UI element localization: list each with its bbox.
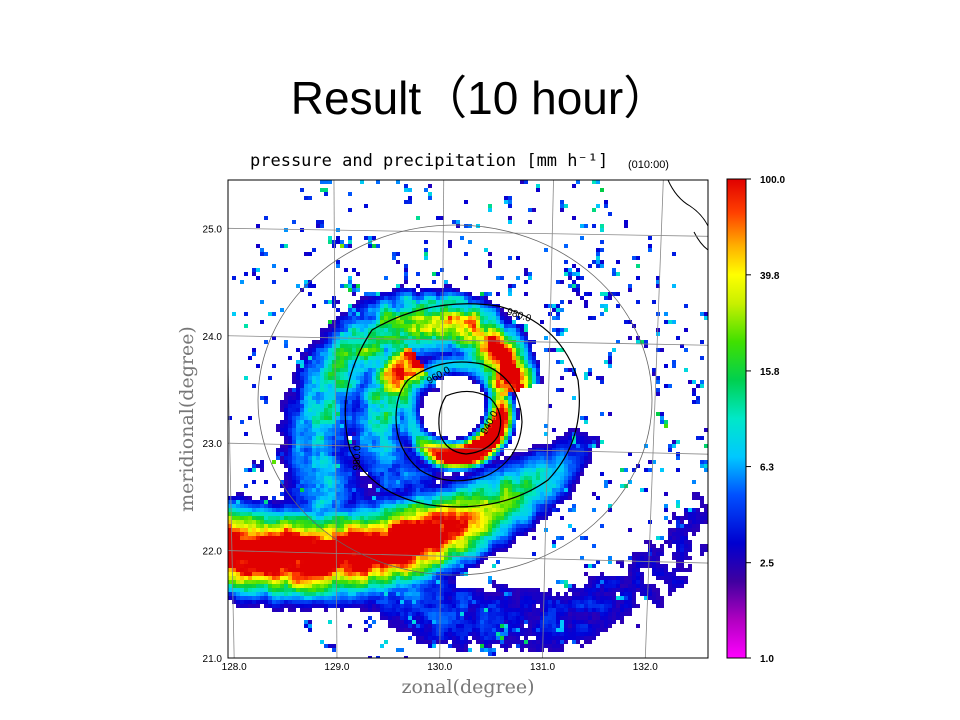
precipitation-field: [228, 180, 708, 658]
colorbar-tick-label: 15.8: [760, 367, 780, 378]
x-tick-label: 129.0: [324, 662, 349, 673]
x-tick-label: 130.0: [427, 662, 452, 673]
colorbar-tick-label: 6.3: [760, 463, 774, 474]
plot-frame: [227, 179, 709, 659]
y-tick-label: 23.0: [203, 439, 223, 450]
y-axis-label: meridional(degree): [176, 326, 198, 512]
y-tick-label: 25.0: [203, 224, 223, 235]
grid-lines: [228, 180, 708, 658]
y-tick-label: 22.0: [203, 547, 223, 558]
slide-title: Result（10 hour）: [290, 72, 670, 124]
x-tick-label: 131.0: [530, 662, 555, 673]
y-axis-ticks: 21.0 22.0 23.0 24.0 25.0: [203, 224, 223, 665]
time-label: (010:00): [628, 159, 669, 171]
x-tick-label: 132.0: [633, 662, 658, 673]
colorbar-ticks: 1.0 2.5 6.3 15.8 39.8 100.0: [746, 175, 785, 665]
chart-title: pressure and precipitation [mm h⁻¹]: [250, 151, 608, 171]
x-axis-ticks: 128.0 129.0 130.0 131.0 132.0: [222, 662, 659, 673]
contour-label: 980.0: [352, 445, 364, 471]
colorbar: [726, 178, 747, 659]
colorbar-tick-label: 1.0: [760, 654, 774, 665]
colorbar-tick-label: 100.0: [760, 175, 785, 186]
y-tick-label: 21.0: [203, 654, 223, 665]
coastline: [667, 180, 708, 251]
colorbar-tick-label: 2.5: [760, 559, 774, 570]
x-axis-label: zonal(degree): [401, 676, 534, 698]
x-tick-label: 128.0: [222, 662, 247, 673]
y-tick-label: 24.0: [203, 332, 223, 343]
colorbar-tick-label: 39.8: [760, 271, 780, 282]
